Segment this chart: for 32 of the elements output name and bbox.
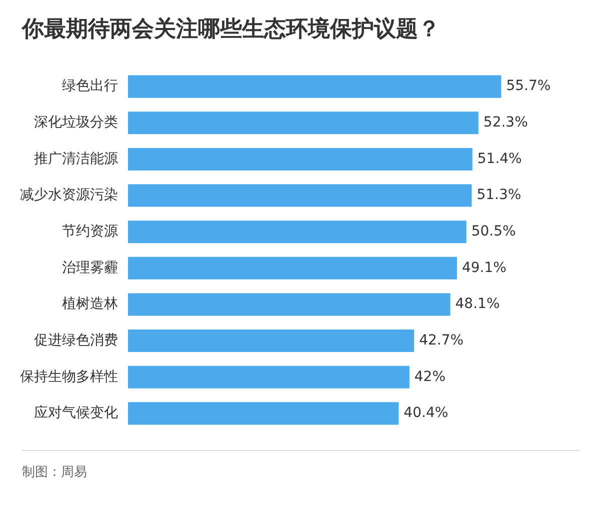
y-tick-label: 推广清洁能源	[34, 150, 118, 167]
bar	[128, 184, 472, 207]
data-label: 40.4%	[404, 405, 448, 422]
data-label: 55.7%	[506, 78, 551, 94]
data-label: 42%	[414, 368, 446, 385]
bar	[128, 256, 457, 280]
bar	[128, 148, 472, 170]
bar	[128, 293, 450, 316]
y-tick-label: 促进绿色消费	[34, 332, 118, 348]
y-tick-label: 治理雾霾	[62, 260, 118, 276]
bar	[128, 112, 478, 134]
text: 制图：周易	[22, 450, 580, 481]
bar	[128, 366, 410, 388]
data-label: 48.1%	[455, 296, 500, 312]
data-label: 50.5%	[471, 223, 516, 240]
y-tick-label: 深化垃圾分类	[34, 114, 118, 131]
bar	[128, 402, 399, 425]
data-label: 42.7%	[419, 332, 464, 348]
y-tick-label: 节约资源	[62, 223, 118, 240]
y-tick-label: 植树造林	[62, 296, 118, 312]
y-tick-label: 保持生物多样性	[20, 368, 118, 385]
bar	[128, 75, 502, 98]
chart-title: 你最期待两会关注哪些生态环境保护议题？	[20, 16, 441, 44]
y-tick-label: 应对气候变化	[34, 405, 118, 422]
data-label: 51.4%	[477, 150, 522, 167]
bar	[128, 220, 466, 244]
y-tick-label: 减少水资源污染	[20, 187, 118, 204]
bar	[128, 330, 414, 352]
data-label: 49.1%	[462, 260, 506, 276]
data-label: 51.3%	[476, 187, 522, 204]
y-tick-label: 绿色出行	[62, 78, 118, 94]
data-label: 52.3%	[483, 114, 528, 131]
